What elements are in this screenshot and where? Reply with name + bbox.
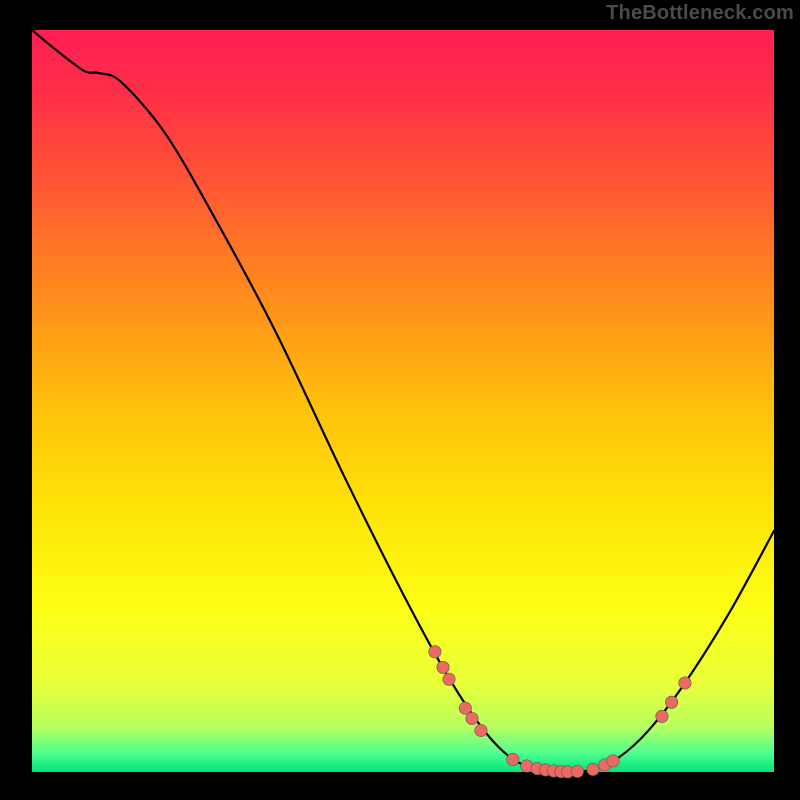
marker-dot [656, 710, 668, 722]
watermark-text: TheBottleneck.com [606, 2, 794, 25]
marker-dot [571, 765, 583, 777]
curve-layer [32, 30, 774, 772]
plot-area [32, 30, 774, 772]
marker-dot [607, 755, 619, 767]
marker-dot [665, 696, 677, 708]
marker-dot [475, 724, 487, 736]
marker-dot [679, 677, 691, 689]
marker-dot [443, 673, 455, 685]
marker-dot [466, 712, 478, 724]
marker-dot [507, 753, 519, 765]
marker-dot [587, 763, 599, 775]
bottleneck-curve [32, 30, 774, 772]
chart-container: TheBottleneck.com [0, 0, 800, 800]
marker-dots [429, 646, 691, 778]
marker-dot [429, 646, 441, 658]
marker-dot [437, 661, 449, 673]
